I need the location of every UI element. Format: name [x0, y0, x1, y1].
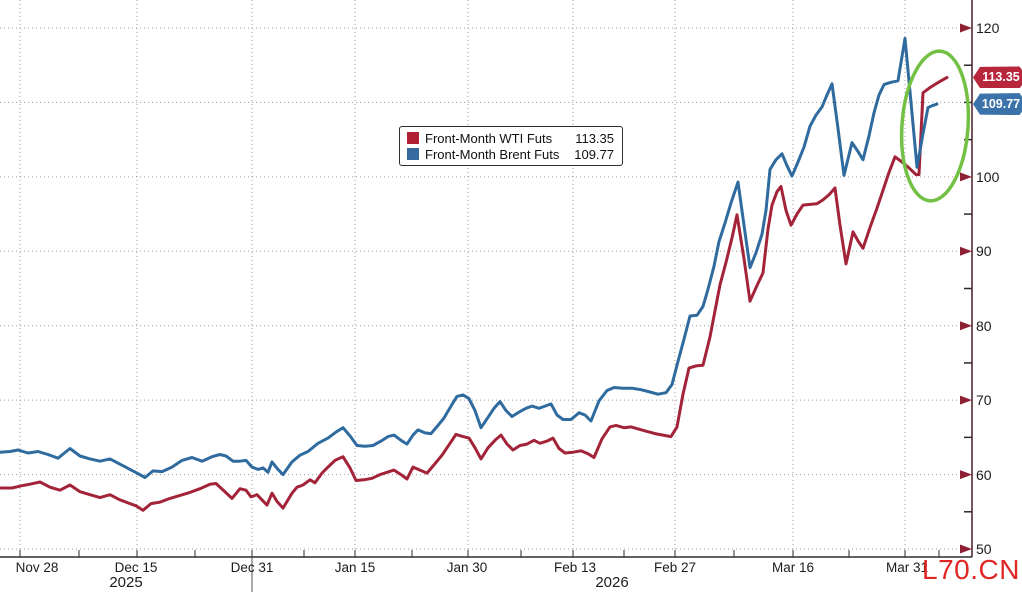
brent-price-tag: 109.77: [973, 93, 1022, 116]
x-axis-year-label-2025: 2025: [109, 574, 143, 591]
axes: [0, 0, 973, 592]
y-axis-label-100: 100: [976, 168, 1000, 185]
y-tick-arrow-icon-70: [960, 395, 972, 405]
y-axis-label-80: 80: [976, 317, 992, 334]
x-axis-label-dec-15: Dec 15: [114, 560, 158, 575]
x-axis-label-mar-16: Mar 16: [771, 560, 815, 575]
y-axis-label-50: 50: [976, 541, 992, 557]
wti-legend-label: Front-Month WTI Futs: [425, 130, 553, 146]
x-axis-label-jan-15: Jan 15: [334, 560, 376, 575]
y-tick-arrow-icon-100: [960, 172, 972, 182]
highlight-ellipse-annotation: [899, 49, 971, 203]
x-axis-label-dec-31: Dec 31: [230, 560, 274, 575]
x-axis-label-feb-27: Feb 27: [653, 560, 697, 575]
y-tick-arrow-icon-120: [960, 23, 972, 33]
y-tick-arrow-icon-90: [960, 246, 972, 256]
y-tick-arrow-icon-80: [960, 321, 972, 331]
wti-price-tag: 113.35: [973, 66, 1022, 89]
x-axis-year-label-2026: 2026: [595, 574, 629, 591]
axis-ticks: [19, 23, 972, 557]
brent-legend-swatch-icon: [407, 148, 419, 160]
x-axis-label-nov-28: Nov 28: [15, 560, 59, 575]
wti-legend-swatch-icon: [407, 132, 419, 144]
annotations: [899, 49, 971, 203]
y-axis-label-120: 120: [976, 20, 1000, 36]
brent-series-line: [0, 36, 939, 479]
y-axis-label-60: 60: [976, 466, 992, 483]
wti-series-line: [0, 76, 949, 512]
legend-item-brent: Front-Month Brent Futs 109.77: [407, 146, 614, 162]
y-tick-arrow-icon-50: [960, 544, 972, 554]
legend: Front-Month WTI Futs 113.35 Front-Month Br…: [399, 126, 623, 166]
x-axis-label-mar-31: Mar 31: [885, 560, 929, 575]
brent-legend-value: 109.77: [574, 146, 614, 162]
gridlines: [0, 0, 972, 557]
series-lines: [0, 36, 949, 512]
y-axis-label-70: 70: [976, 392, 992, 409]
x-axis-label-jan-30: Jan 30: [446, 560, 488, 575]
wti-legend-value: 113.35: [575, 130, 614, 146]
legend-item-wti: Front-Month WTI Futs 113.35: [407, 130, 614, 146]
y-axis-label-90: 90: [976, 243, 992, 260]
brent-legend-label: Front-Month Brent Futs: [425, 146, 560, 162]
x-axis-label-feb-13: Feb 13: [553, 560, 597, 575]
watermark: L70.CN: [922, 554, 1020, 585]
y-tick-arrow-icon-60: [960, 470, 972, 480]
